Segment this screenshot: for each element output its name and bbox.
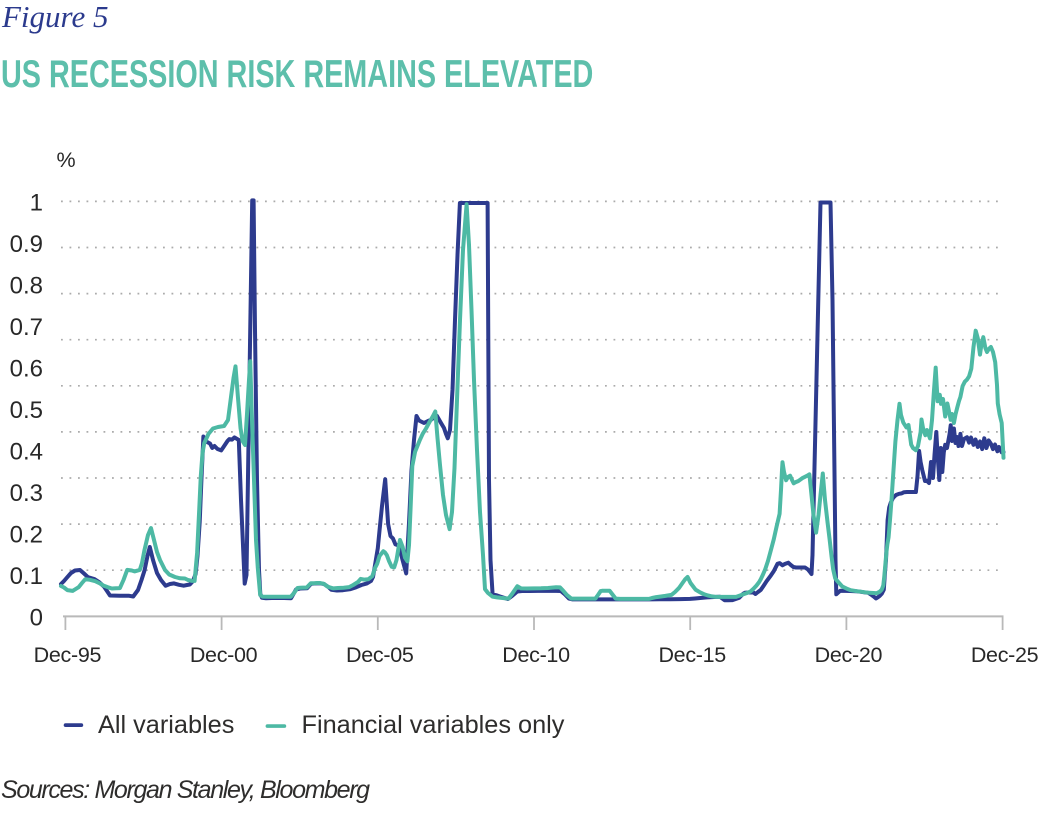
svg-text:1: 1 [30,189,43,216]
svg-text:0.9: 0.9 [10,231,43,258]
svg-text:Dec-05: Dec-05 [346,643,414,667]
svg-text:0.2: 0.2 [10,521,43,548]
svg-text:Dec-00: Dec-00 [190,643,258,667]
svg-text:0.8: 0.8 [10,272,43,299]
svg-text:0.4: 0.4 [10,438,43,465]
svg-text:Dec-15: Dec-15 [658,643,726,667]
svg-text:Dec-25: Dec-25 [971,643,1039,667]
svg-text:0.6: 0.6 [10,355,43,382]
svg-text:Dec-95: Dec-95 [34,643,102,667]
svg-text:Dec-20: Dec-20 [815,643,883,667]
svg-text:0: 0 [30,604,43,631]
svg-text:0.3: 0.3 [10,480,43,507]
svg-text:0.7: 0.7 [10,314,43,341]
svg-text:%: % [57,148,76,172]
svg-text:Dec-10: Dec-10 [502,643,570,667]
svg-text:0.1: 0.1 [10,563,43,590]
svg-text:0.5: 0.5 [10,397,43,424]
